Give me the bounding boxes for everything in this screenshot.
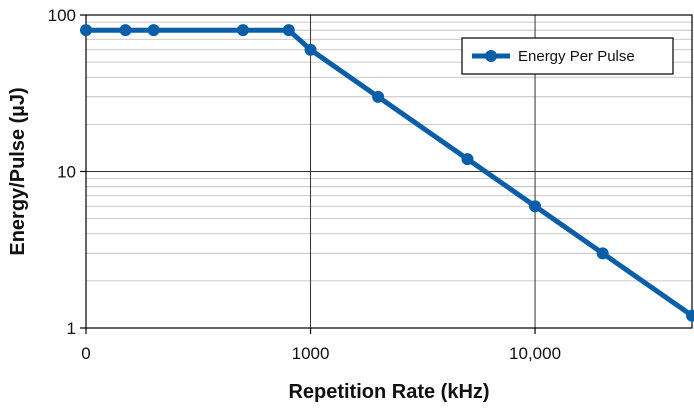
legend-marker xyxy=(485,50,497,62)
x-axis-title: Repetition Rate (kHz) xyxy=(288,381,489,403)
x-tick-label: 1000 xyxy=(292,344,330,363)
legend: Energy Per Pulse xyxy=(461,37,674,75)
y-tick-label: 10 xyxy=(57,163,76,182)
data-point xyxy=(372,90,385,103)
y-axis-title: Energy/Pulse (µJ) xyxy=(7,87,29,255)
data-point xyxy=(119,24,132,37)
data-point xyxy=(147,24,160,37)
series-layer xyxy=(80,24,694,322)
data-point xyxy=(686,309,694,322)
y-tick-label: 1 xyxy=(67,319,76,338)
data-point xyxy=(236,24,249,37)
data-point xyxy=(596,247,609,260)
data-point xyxy=(80,24,92,37)
data-point xyxy=(282,24,295,37)
data-point xyxy=(304,43,317,56)
y-tick-label: 100 xyxy=(48,6,76,25)
data-point xyxy=(461,153,474,166)
x-tick-label: 10,000 xyxy=(509,344,561,363)
data-point xyxy=(529,200,542,213)
x-tick-label: 0 xyxy=(81,344,90,363)
legend-label: Energy Per Pulse xyxy=(518,48,635,65)
